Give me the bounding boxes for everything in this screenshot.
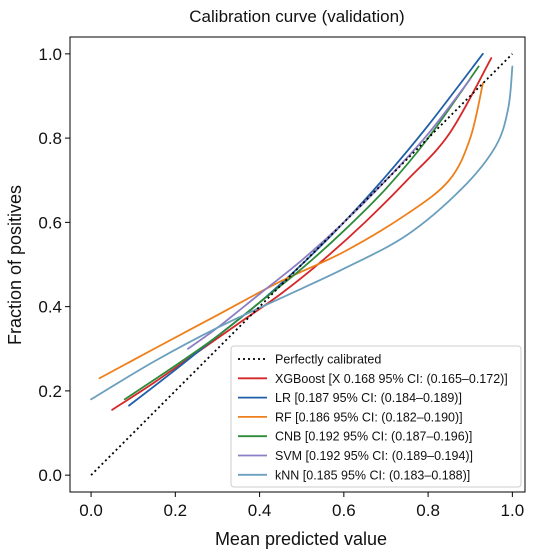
legend-label: RF [0.186 95% CI: (0.182–0.190)] (275, 410, 463, 424)
x-tick-label: 1.0 (501, 501, 525, 520)
series-line-5 (90, 65, 514, 401)
series-line-0 (111, 57, 493, 411)
series-line-3 (123, 65, 480, 401)
x-tick-label: 0.8 (416, 501, 440, 520)
legend-label: XGBoost [X 0.168 95% CI: (0.165–0.172)] (275, 372, 508, 386)
y-tick-label: 0.0 (38, 466, 62, 485)
y-tick-label: 0.8 (38, 129, 62, 148)
legend: Perfectly calibrated XGBoost [X 0.168 95%… (230, 345, 522, 488)
x-tick-label: 0.0 (79, 501, 103, 520)
legend-label: CNB [0.192 95% CI: (0.187–0.196)] (275, 430, 472, 444)
y-axis-ticks: 0.0 0.2 0.4 0.6 0.8 1.0 (38, 45, 70, 485)
legend-label: kNN [0.185 95% CI: (0.183–0.188)] (275, 468, 470, 482)
chart-title: Calibration curve (validation) (189, 7, 404, 26)
series-line-2 (98, 82, 484, 380)
legend-box (230, 345, 522, 488)
x-tick-label: 0.6 (332, 501, 356, 520)
reference-line (90, 53, 513, 476)
x-tick-label: 0.4 (248, 501, 272, 520)
x-axis-ticks: 0.0 0.2 0.4 0.6 0.8 1.0 (79, 492, 524, 520)
y-tick-label: 0.4 (38, 298, 62, 317)
legend-label: Perfectly calibrated (275, 353, 381, 367)
legend-items: Perfectly calibrated XGBoost [X 0.168 95%… (238, 353, 508, 482)
legend-label: SVM [0.192 95% CI: (0.189–0.194)] (275, 449, 473, 463)
legend-label: LR [0.187 95% CI: (0.184–0.189)] (275, 391, 462, 405)
x-axis-label: Mean predicted value (215, 529, 387, 549)
series-layer (90, 52, 514, 476)
y-tick-label: 0.2 (38, 382, 62, 401)
y-axis-label: Fraction of positives (5, 185, 25, 345)
x-tick-label: 0.2 (164, 501, 188, 520)
y-tick-label: 1.0 (38, 45, 62, 64)
y-tick-label: 0.6 (38, 213, 62, 232)
series-line-4 (187, 78, 472, 350)
